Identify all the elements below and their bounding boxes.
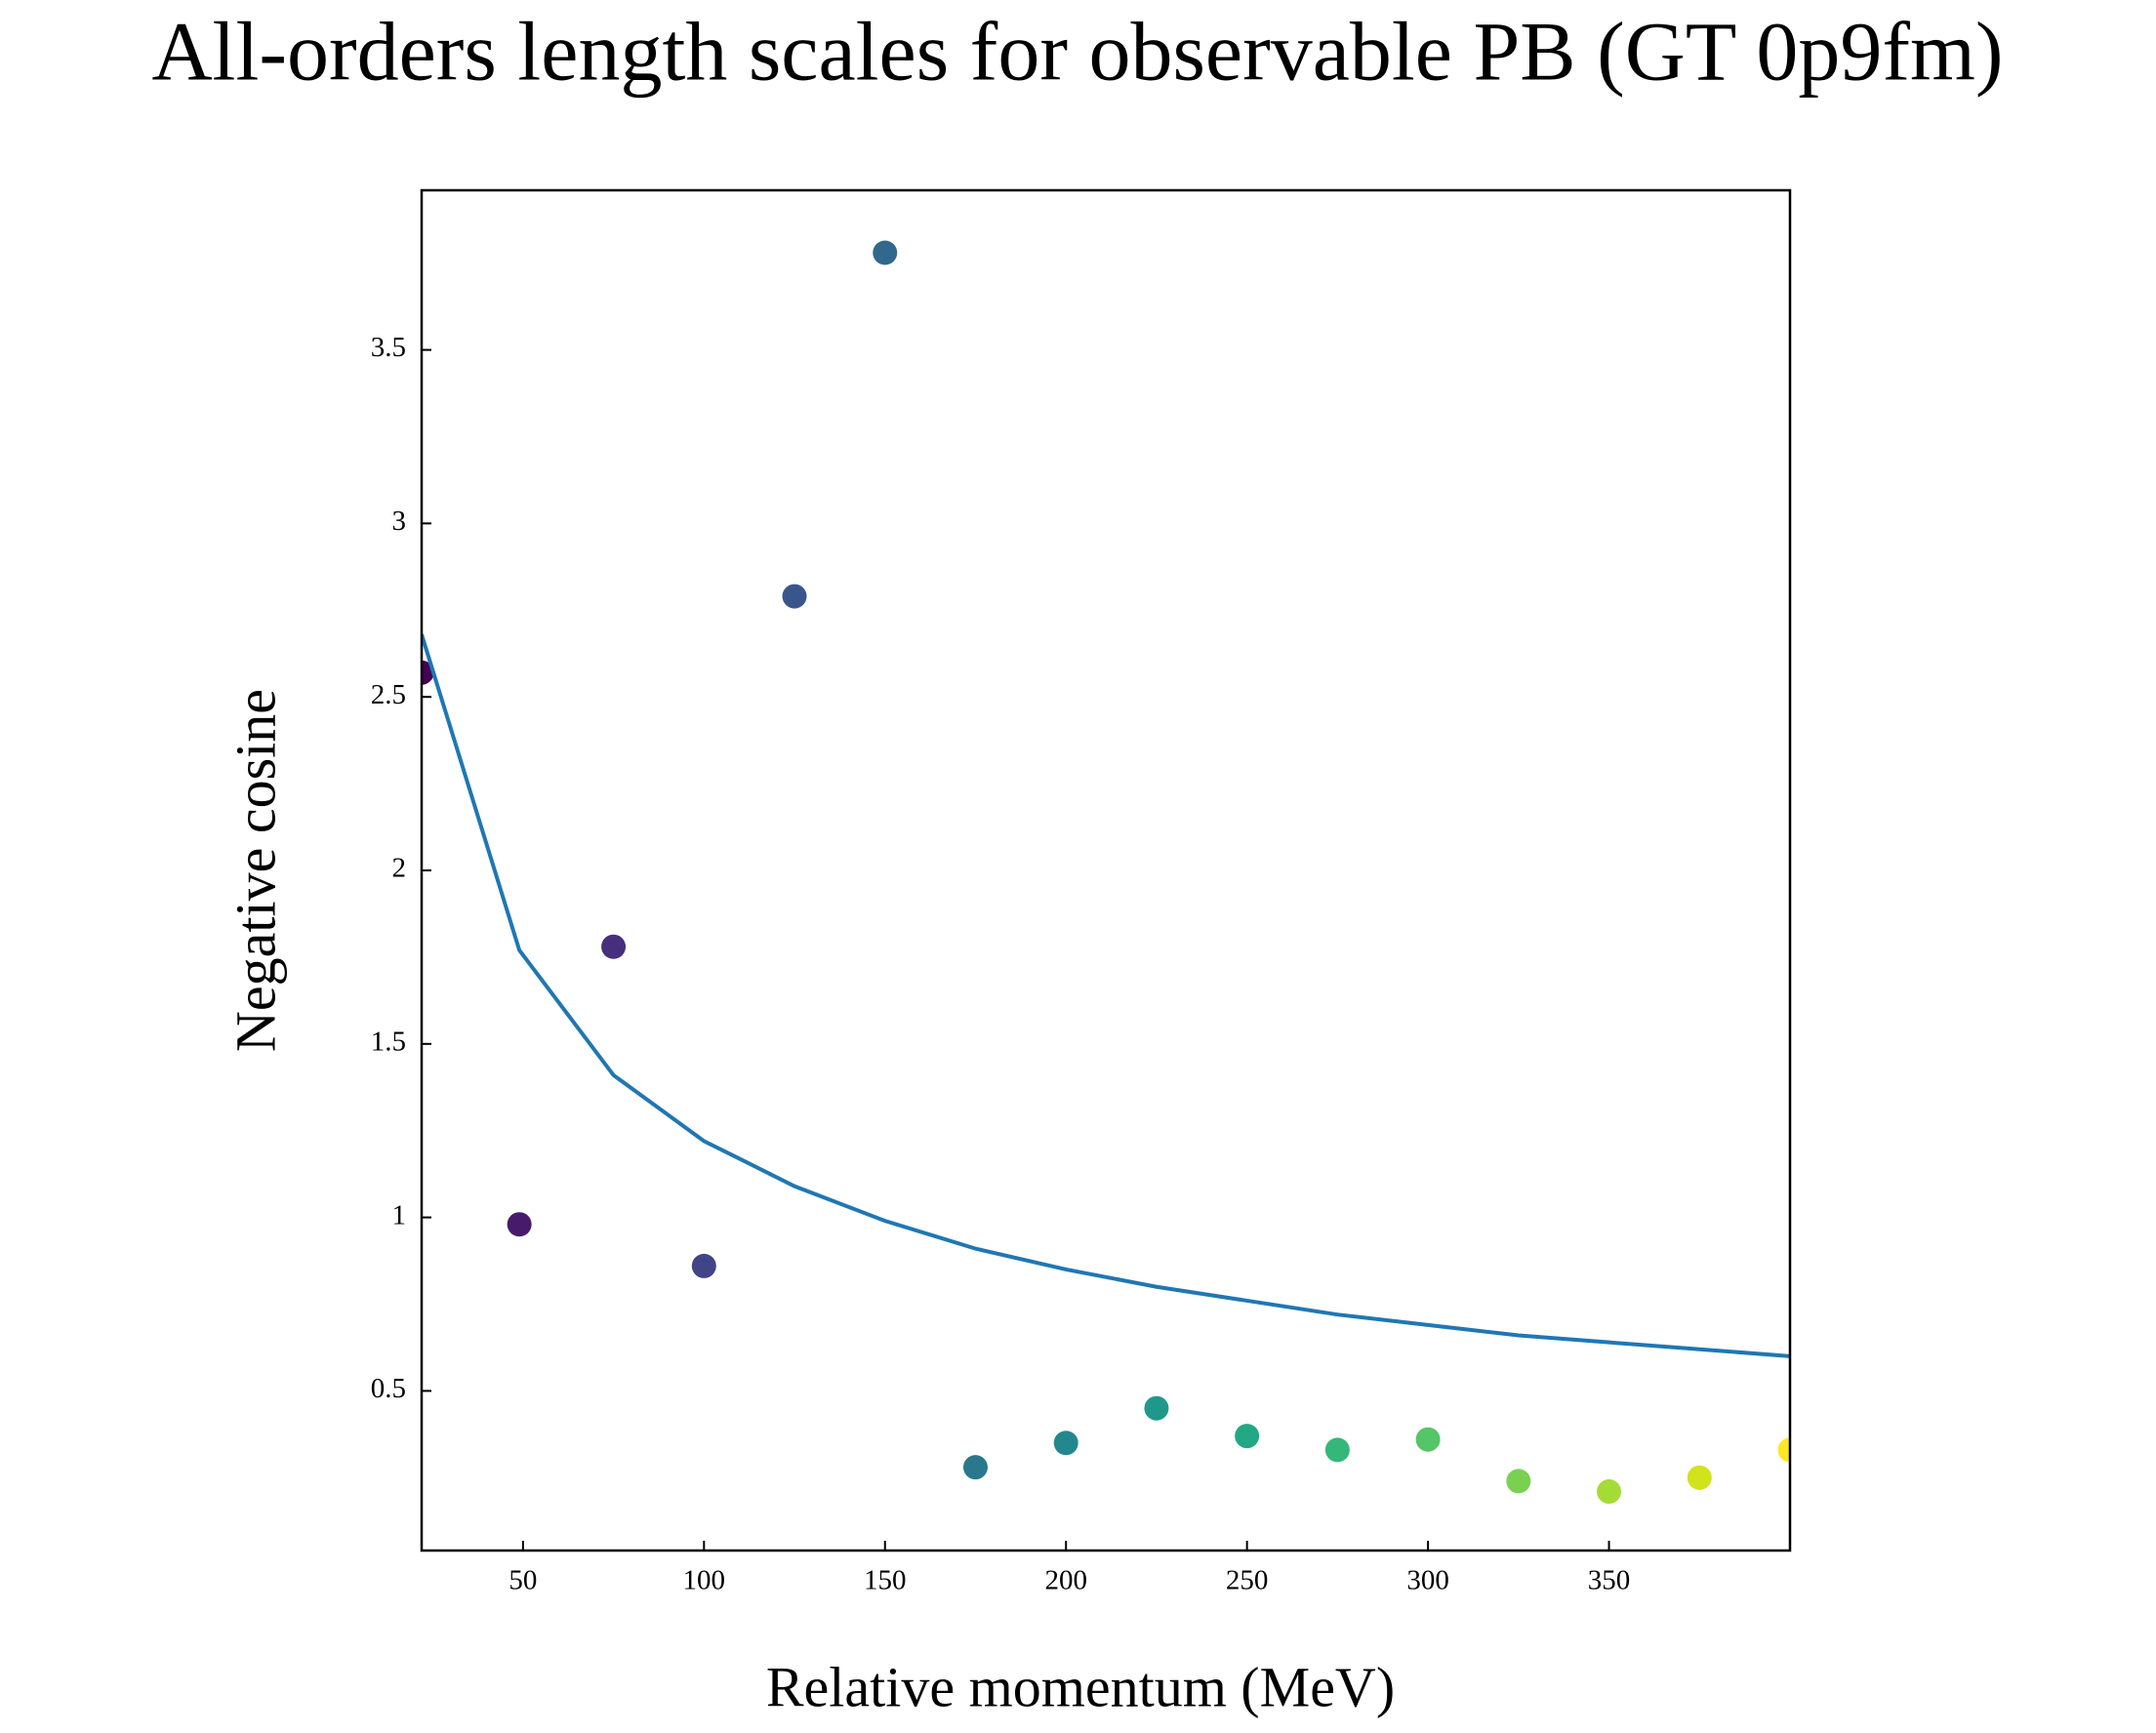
point (1324, 1437, 1350, 1463)
point (962, 1455, 988, 1480)
y-tick-label: 1.5 (371, 1026, 406, 1057)
x-axis-label: Relative momentum (MeV) (766, 1655, 1395, 1718)
line (422, 633, 1790, 1358)
x-tick-label: 300 (1406, 1565, 1449, 1596)
x-tick-label: 100 (683, 1565, 726, 1596)
x-tick-label: 150 (864, 1565, 907, 1596)
point (1597, 1479, 1622, 1505)
point (1777, 1437, 1790, 1463)
y-tick-label: 0.5 (371, 1373, 406, 1404)
point (1687, 1465, 1712, 1490)
plot-area (422, 240, 1790, 1505)
point (507, 1212, 532, 1237)
y-tick-label: 1 (392, 1199, 407, 1230)
chart-title: All-orders length scales for observable … (151, 5, 2003, 99)
plot-frame (420, 188, 1792, 1552)
y-tick-label: 2.5 (371, 679, 406, 710)
x-tick-label: 350 (1588, 1565, 1631, 1596)
point (873, 240, 898, 265)
x-tick-label: 50 (508, 1565, 537, 1596)
point (1506, 1469, 1531, 1494)
point (1415, 1427, 1441, 1452)
y-axis-label: Negative cosine (224, 689, 287, 1052)
point (1144, 1395, 1169, 1421)
point (691, 1253, 716, 1278)
point (1235, 1424, 1260, 1449)
y-tick-label: 2 (392, 853, 407, 884)
x-tick-label: 250 (1226, 1565, 1269, 1596)
point (601, 934, 627, 959)
y-tick-label: 3.5 (371, 332, 406, 363)
point (1053, 1431, 1078, 1456)
x-tick-label: 200 (1044, 1565, 1087, 1596)
point (782, 584, 807, 609)
y-tick-label: 3 (392, 505, 407, 537)
